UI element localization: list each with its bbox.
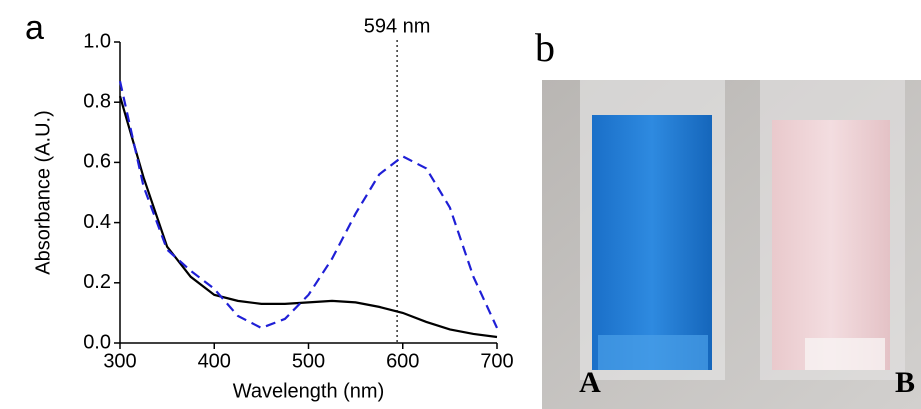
x-tick-label: 400 — [198, 350, 231, 372]
y-axis-label: Absorbance (A.U.) — [32, 110, 54, 275]
y-tick-label: 0.4 — [83, 211, 111, 233]
cuvette-base — [598, 335, 708, 370]
cuvette-base — [805, 338, 885, 370]
y-tick-label: 1.0 — [83, 30, 111, 52]
cuvette-label: A — [579, 366, 601, 399]
blue-solution — [592, 115, 712, 370]
series-line — [118, 80, 498, 330]
panel-label: b — [535, 25, 555, 70]
y-tick-label: 0.2 — [83, 271, 111, 293]
cuvette-label: B — [895, 366, 915, 399]
x-axis-label: Wavelength (nm) — [233, 380, 385, 402]
x-tick-label: 300 — [103, 350, 136, 372]
series-line — [118, 95, 498, 339]
panel-label: a — [25, 9, 44, 47]
y-tick-label: 0.8 — [83, 90, 111, 112]
x-tick-label: 600 — [386, 350, 419, 372]
pink-solution — [772, 120, 890, 370]
x-tick-label: 500 — [292, 350, 325, 372]
y-tick-label: 0.6 — [83, 151, 111, 173]
x-tick-label: 700 — [480, 350, 513, 372]
annotation-label: 594 nm — [364, 15, 431, 37]
y-tick-label: 0.0 — [83, 331, 111, 353]
